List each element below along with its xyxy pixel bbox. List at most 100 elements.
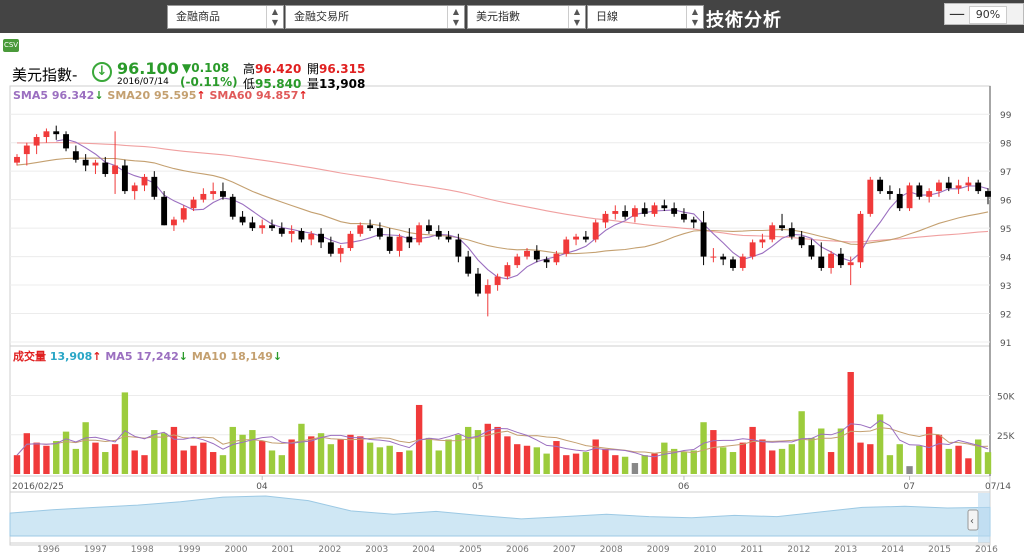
- dropdown-arrows-icon: ▲ ▼: [686, 6, 703, 28]
- period-dropdown[interactable]: 日線 ▲ ▼: [587, 5, 704, 29]
- volume-bar: [141, 455, 148, 474]
- candle-body: [239, 216, 246, 223]
- candle-body: [975, 182, 982, 192]
- volume-bar: [847, 372, 854, 474]
- navigator-year-label: 2012: [787, 545, 810, 555]
- candle-body: [190, 199, 197, 209]
- navigator-year-label: 1999: [178, 545, 201, 555]
- vol-ma5-arrow: ↓: [178, 350, 188, 363]
- vol-ma10-name: MA10: [191, 350, 227, 363]
- volume-bar: [857, 442, 864, 474]
- open-label: 開: [307, 62, 320, 76]
- navigator-year-labels: 1996 1997 1998 1999 2000 2001 2002 2003 2004 2005…: [37, 545, 998, 555]
- volume-bar: [710, 430, 717, 474]
- candle-body: [229, 196, 236, 217]
- volume-bar: [455, 434, 462, 474]
- volume-bar: [484, 423, 491, 474]
- volume-bar: [906, 466, 913, 474]
- candle-body: [455, 239, 462, 257]
- volume-bar: [582, 452, 590, 474]
- volume-legend: 成交量 13,908↑ MA5 17,242↓ MA10 18,149↓: [13, 348, 282, 364]
- navigator-year-label: 2008: [600, 545, 623, 555]
- price-grid: [10, 113, 990, 343]
- candle-body: [406, 236, 413, 243]
- date-tick-label: 04: [256, 482, 268, 492]
- navigator-year-label: 2006: [506, 545, 529, 555]
- high-value: 96.420: [255, 62, 302, 76]
- volume-bar: [327, 444, 335, 474]
- volume-bar: [661, 442, 668, 474]
- volume-bar: [298, 423, 305, 474]
- candle-body: [82, 159, 89, 166]
- navigator-year-label: 1998: [131, 545, 154, 555]
- candle-body: [249, 222, 256, 229]
- open-value: 96.315: [319, 62, 366, 76]
- candle-body: [808, 245, 815, 257]
- zoom-level[interactable]: 90%: [969, 6, 1007, 24]
- navigator-year-label: 2011: [741, 545, 764, 555]
- navigator-year-label: 2003: [365, 545, 388, 555]
- candle-body: [435, 230, 442, 237]
- candle-body: [514, 256, 521, 266]
- volume-bar: [445, 439, 452, 474]
- volume-bar: [916, 445, 923, 474]
- volume-bar: [347, 434, 354, 474]
- volume-bar: [641, 455, 648, 474]
- price-tick-label: 99: [1000, 111, 1012, 121]
- candle-body: [416, 225, 423, 243]
- candle-body: [877, 179, 884, 192]
- dropdown-arrows-icon: ▲ ▼: [568, 6, 585, 28]
- down-arrow-icon: ↓: [92, 62, 112, 82]
- volume-bar: [670, 448, 678, 474]
- sma5-value: 96.342: [51, 89, 95, 102]
- vol-value: 13,908: [49, 350, 93, 363]
- dropdown-arrows-icon: ▲ ▼: [447, 6, 464, 28]
- volume-bar: [180, 450, 187, 474]
- candle-body: [318, 233, 324, 243]
- volume-bar: [435, 450, 442, 474]
- volume-bar: [92, 442, 99, 474]
- product-dropdown[interactable]: 金融商品 ▲ ▼: [167, 5, 284, 29]
- volume-bar: [249, 430, 256, 474]
- volume-bar: [631, 463, 639, 474]
- volume-bar: [259, 441, 266, 474]
- volume-bar: [572, 453, 580, 474]
- volume-ma5-line: [16, 419, 989, 458]
- candle-body: [494, 276, 501, 286]
- exchange-dropdown[interactable]: 金融交易所 ▲ ▼: [285, 5, 465, 29]
- sma60-arrow: ↑: [298, 89, 308, 102]
- navigator-handle[interactable]: [967, 509, 979, 531]
- candle-body: [524, 250, 530, 257]
- candle-body: [622, 211, 629, 217]
- volume-bar: [229, 426, 236, 474]
- csv-download-button[interactable]: CSV: [3, 39, 19, 52]
- sma5-line: [56, 138, 989, 280]
- candle-body: [916, 185, 923, 197]
- candle-body: [779, 225, 785, 229]
- candle-body: [641, 208, 648, 214]
- navigator-history-area: [9, 495, 991, 537]
- price-tick-label: 98: [1000, 140, 1012, 150]
- volume-ma10-line: [16, 427, 989, 456]
- high-label: 高: [243, 62, 256, 76]
- last-price: 96.100: [117, 59, 179, 78]
- candle-body: [298, 230, 305, 240]
- candle-body: [690, 219, 697, 223]
- price-tick-label: 92: [1000, 311, 1011, 321]
- zoom-out-button[interactable]: —: [949, 4, 965, 23]
- sma-lines: [16, 138, 989, 280]
- candle-body: [131, 185, 138, 192]
- candle-body: [220, 191, 226, 197]
- candle-body: [210, 191, 217, 194]
- vol-name: 成交量: [13, 350, 46, 363]
- zoom-control: — 90%: [944, 3, 1024, 25]
- candle-body: [376, 228, 383, 237]
- symbol-dropdown[interactable]: 美元指數 ▲ ▼: [467, 5, 586, 29]
- page-title: 技術分析: [706, 10, 782, 31]
- candle-body: [661, 205, 668, 209]
- navigator-year-label: 2009: [647, 545, 670, 555]
- candle-body: [602, 213, 609, 223]
- volume-bar: [523, 445, 531, 474]
- volume-bar: [553, 441, 560, 474]
- sma20-line: [16, 157, 989, 255]
